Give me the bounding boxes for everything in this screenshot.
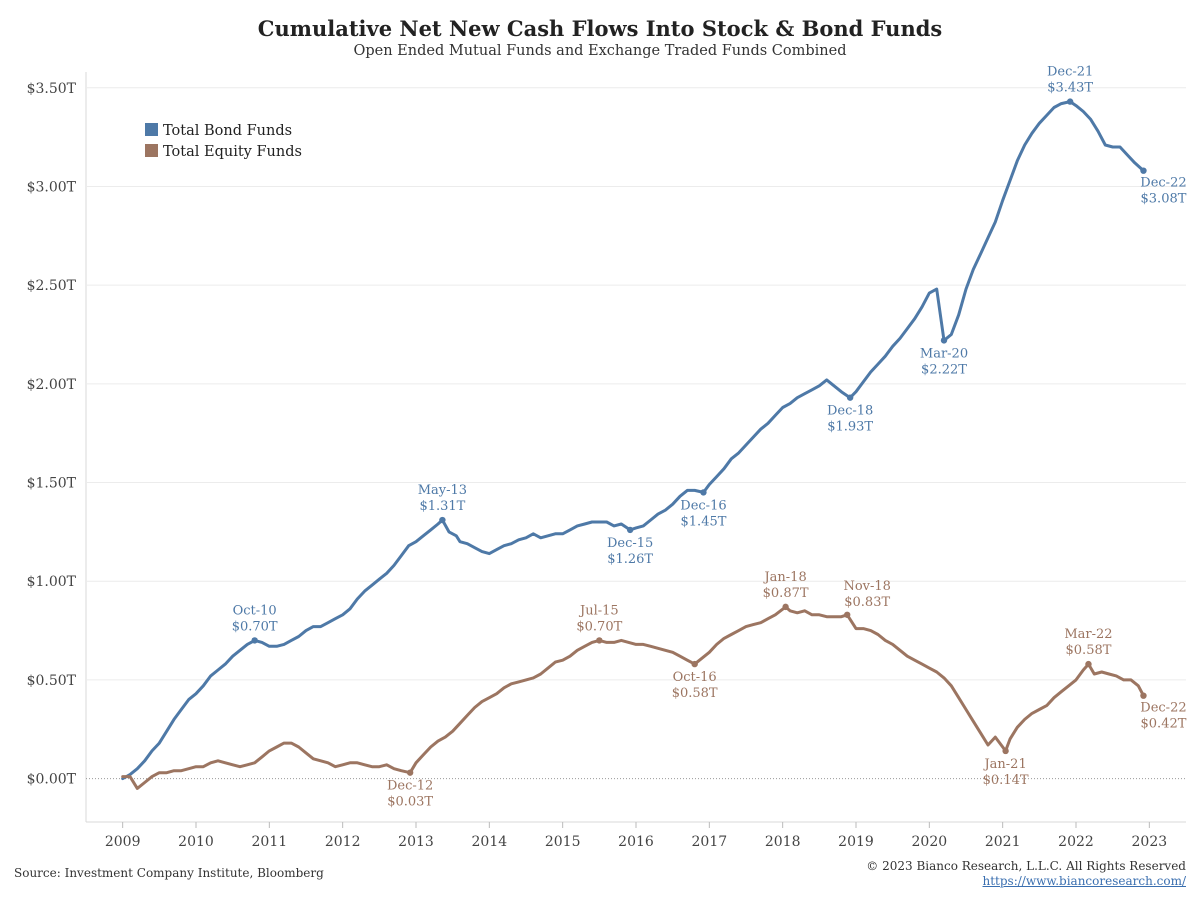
x-tick-label: 2018 [765,834,801,850]
x-tick-label: 2023 [1132,834,1168,850]
x-tick-label: 2020 [912,834,948,850]
annotation-date: Dec-12 [387,779,433,794]
annotation-marker [626,526,634,534]
x-tick-label: 2017 [692,834,728,850]
x-tick-label: 2012 [325,834,361,850]
annotation-value: $0.14T [983,773,1029,788]
x-tick-label: 2016 [618,834,654,850]
website-link[interactable]: https://www.biancoresearch.com/ [982,874,1186,888]
annotation-marker [1085,660,1092,668]
annotation-value: $3.43T [1047,81,1093,96]
annotation-value: $1.26T [607,552,653,567]
footer-credits: © 2023 Bianco Research, L.L.C. All Right… [866,859,1186,889]
legend-swatch [145,123,158,136]
annotation-marker [700,489,707,496]
y-tick-label: $0.50T [27,673,77,689]
y-tick-label: $0.00T [27,772,77,788]
source-note: Source: Investment Company Institute, Bl… [14,866,324,880]
annotation-date: Dec-21 [1047,65,1093,80]
annotation-value: $1.93T [827,420,873,435]
x-tick-label: 2013 [398,834,434,850]
annotation-value: $0.70T [232,619,278,634]
annotation-value: $1.31T [419,499,465,514]
annotation-value: $0.87T [763,586,809,601]
chart-subtitle: Open Ended Mutual Funds and Exchange Tra… [353,43,847,59]
annotation-marker [691,660,698,668]
annotation-marker [1066,98,1074,105]
y-tick-label: $1.50T [27,476,77,492]
y-tick-label: $3.50T [27,81,77,97]
y-tick-label: $1.00T [27,574,77,590]
y-tick-label: $2.50T [27,278,77,294]
annotation-marker [251,637,258,644]
annotation-date: Oct-16 [673,670,717,685]
x-tick-label: 2011 [252,834,288,850]
annotation-date: Mar-20 [920,346,968,361]
x-tick-label: 2014 [472,834,508,850]
x-tick-label: 2022 [1058,834,1094,850]
annotation-date: Jan-18 [762,570,806,585]
chart-title: Cumulative Net New Cash Flows Into Stock… [257,16,943,41]
annotation-value: $1.45T [681,514,727,529]
legend-label: Total Bond Funds [163,123,292,139]
annotation-marker [439,516,446,524]
annotation-value: $0.83T [844,595,890,610]
annotation-date: Mar-22 [1064,627,1112,642]
y-tick-label: $2.00T [27,377,77,393]
copyright-note: © 2023 Bianco Research, L.L.C. All Right… [866,859,1186,873]
x-tick-label: 2010 [178,834,214,850]
annotation-marker [940,337,948,344]
x-tick-label: 2019 [838,834,874,850]
annotation-date: Dec-18 [827,404,873,419]
equity-funds-line [121,605,1145,790]
annotation-marker [406,769,414,776]
annotation-value: $0.70T [576,619,622,634]
annotation-date: May-13 [418,483,467,498]
annotation-value: $0.03T [387,795,433,810]
annotation-date: Oct-10 [233,603,277,618]
x-tick-label: 2009 [105,834,141,850]
y-tick-label: $3.00T [27,179,77,195]
x-tick-label: 2015 [545,834,581,850]
annotation-date: Jul-15 [578,603,619,618]
legend-swatch [145,144,158,157]
annotation-marker [782,603,789,611]
annotation-marker [844,611,851,618]
annotation-value: $0.58T [672,686,718,701]
annotation-marker [596,637,603,644]
annotation-value: $0.58T [1066,643,1112,658]
annotation-value: $2.22T [921,362,967,377]
bond-funds-line [121,100,1145,781]
annotation-date: Dec-16 [680,498,726,513]
annotation-value: $0.42T [1141,717,1187,732]
annotation-date: Dec-22 [1140,701,1186,716]
annotation-marker [1140,167,1147,174]
annotation-date: Nov-18 [843,579,890,594]
annotation-date: Dec-15 [607,536,653,551]
annotation-date: Jan-21 [982,757,1026,772]
annotation-value: $3.08T [1141,192,1187,207]
annotation-marker [1140,692,1147,699]
legend-label: Total Equity Funds [163,144,302,160]
annotation-marker [1002,747,1009,755]
annotation-date: Dec-22 [1140,176,1186,191]
x-tick-label: 2021 [985,834,1021,850]
annotation-marker [846,394,854,401]
